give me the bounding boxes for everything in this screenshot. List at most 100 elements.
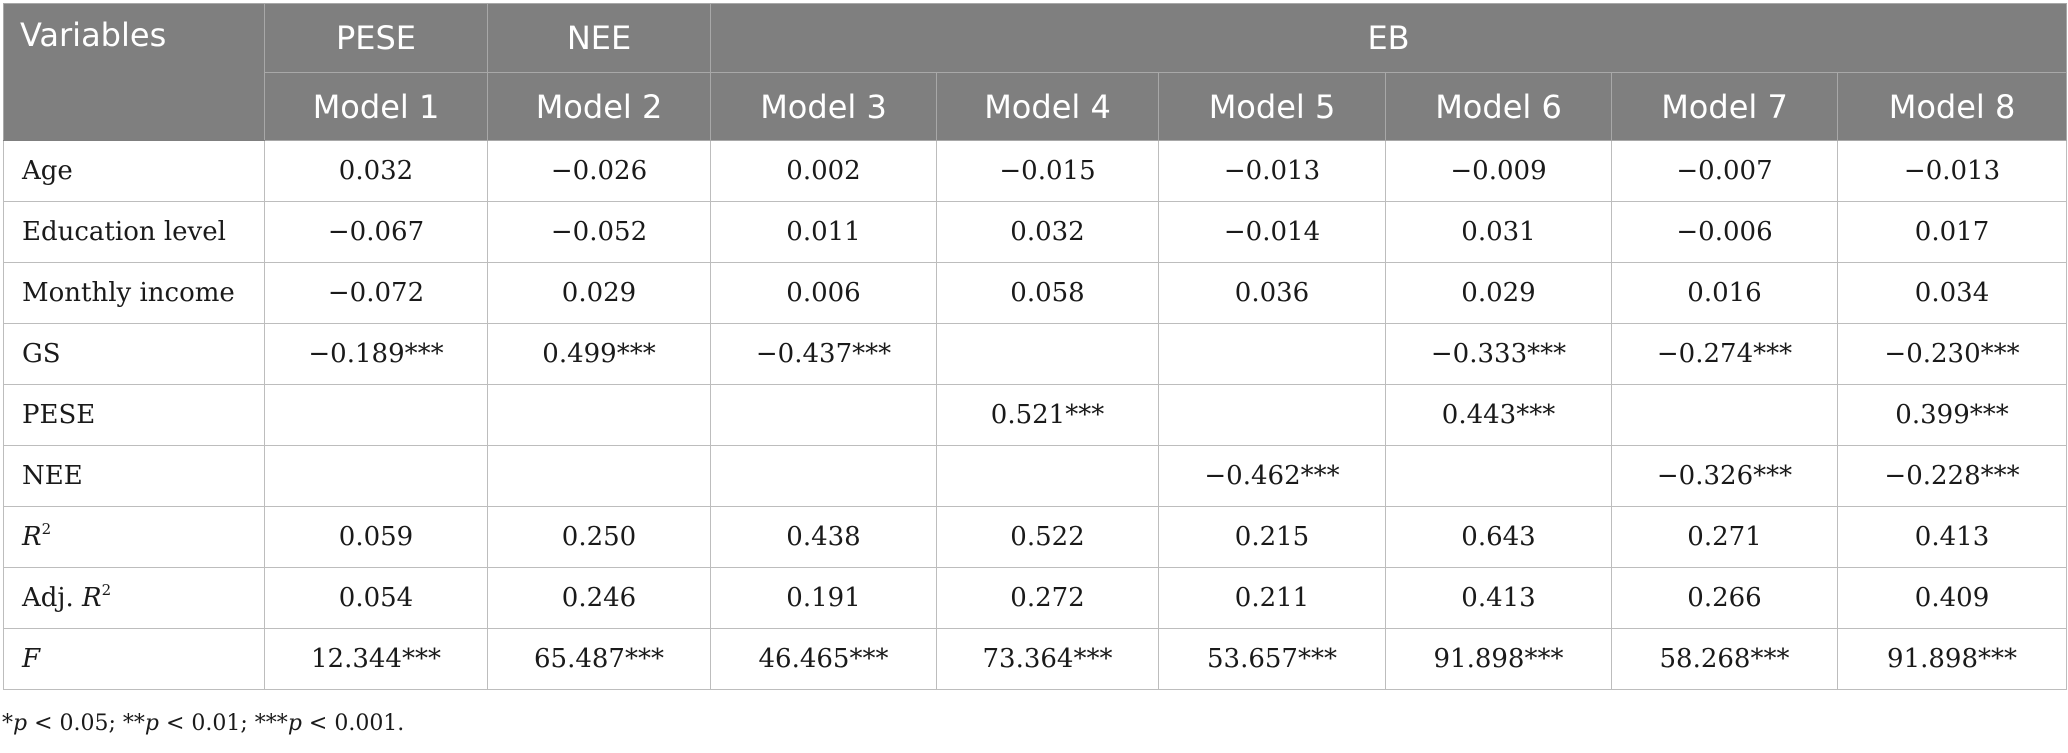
table-cell: 58.268*** [1611,628,1838,690]
table-cell: 46.465*** [710,628,937,690]
table-cell: 91.898*** [1836,628,2068,690]
table-cell [1611,384,1838,446]
table-cell [710,384,937,446]
table-cell: 0.191 [710,567,937,629]
table-cell: 0.443*** [1385,384,1612,446]
header-row-models: Model 1 Model 2 Model 3 Model 4 Model 5 … [4,72,2068,141]
table-cell [710,445,937,507]
table-cell: 0.016 [1611,262,1838,324]
table-cell: 73.364*** [936,628,1159,690]
footnote-p: p [13,711,28,736]
regression-table-container: Variables PESE NEE EB Model 1 Model 2 Mo… [3,3,2068,690]
table-cell: −0.013 [1836,140,2068,202]
table-cell [487,384,711,446]
group-header-pese: PESE [264,3,488,73]
table-cell: 0.002 [710,140,937,202]
table-row: Monthly income −0.072 0.029 0.006 0.058 … [3,262,2068,324]
table-cell: 0.522 [936,506,1159,568]
model-header: Model 7 [1611,72,1838,141]
table-cell: −0.274*** [1611,323,1838,385]
model-header: Model 1 [264,72,488,141]
table-row: GS −0.189*** 0.499*** −0.437*** −0.333**… [3,323,2068,385]
table-cell [936,445,1159,507]
r-symbol: R [22,522,42,552]
table-cell: 0.017 [1836,201,2068,263]
row-label: Monthly income [3,262,265,324]
table-cell [264,445,488,507]
r-superscript: 2 [41,520,52,538]
table-cell [264,384,488,446]
table-cell: −0.026 [487,140,711,202]
row-label: GS [3,323,265,385]
table-cell: 0.246 [487,567,711,629]
table-cell: −0.009 [1385,140,1612,202]
table-row: NEE −0.462*** −0.326*** −0.228*** [3,445,2068,507]
table-cell [1385,445,1612,507]
row-label: Education level [3,201,265,263]
table-cell: 0.031 [1385,201,1612,263]
table-cell: −0.437*** [710,323,937,385]
table-cell: −0.189*** [264,323,488,385]
table-cell: 0.211 [1158,567,1386,629]
table-cell: 0.409 [1836,567,2068,629]
table-cell [1158,323,1386,385]
table-cell: 0.006 [710,262,937,324]
table-cell [936,323,1159,385]
table-cell: −0.230*** [1836,323,2068,385]
table-row: Education level −0.067 −0.052 0.011 0.03… [3,201,2068,263]
table-cell: 0.399*** [1836,384,2068,446]
footnote-p: p [144,711,159,736]
row-label: PESE [3,384,265,446]
table-cell: −0.333*** [1385,323,1612,385]
table-footnote: *p < 0.05; **p < 0.01; ***p < 0.001. [2,711,404,736]
table-cell: 12.344*** [264,628,488,690]
table-cell: 0.521*** [936,384,1159,446]
table-cell: 0.054 [264,567,488,629]
table-cell: 0.036 [1158,262,1386,324]
table-cell: 65.487*** [487,628,711,690]
table-cell: −0.007 [1611,140,1838,202]
table-cell: −0.228*** [1836,445,2068,507]
group-header-eb: EB [709,3,2068,73]
table-cell: 0.011 [710,201,937,263]
table-cell: 0.413 [1836,506,2068,568]
table-cell: −0.014 [1158,201,1386,263]
model-header: Model 6 [1385,72,1612,141]
row-label: R2 [3,506,265,568]
row-label: F [3,628,265,690]
model-header: Model 5 [1158,72,1386,141]
table-cell: 0.499*** [487,323,711,385]
table-row: F 12.344*** 65.487*** 46.465*** 73.364**… [3,628,2068,690]
table-cell: −0.006 [1611,201,1838,263]
table-cell: −0.013 [1158,140,1386,202]
table-cell: 0.250 [487,506,711,568]
table-cell: 0.215 [1158,506,1386,568]
table-row: R2 0.059 0.250 0.438 0.522 0.215 0.643 0… [3,506,2068,568]
table-cell: 0.032 [936,201,1159,263]
row-label: Age [3,140,265,202]
table-cell: 0.058 [936,262,1159,324]
table-cell: 0.266 [1611,567,1838,629]
regression-table: Variables PESE NEE EB Model 1 Model 2 Mo… [3,3,2068,690]
table-cell: 0.272 [936,567,1159,629]
table-cell: 91.898*** [1385,628,1612,690]
r-symbol: R [82,583,102,613]
footnote-part: < 0.001. [301,711,405,736]
table-cell: 0.029 [487,262,711,324]
model-header: Model 3 [710,72,937,141]
adj-prefix: Adj. [22,583,83,613]
table-cell: 0.029 [1385,262,1612,324]
row-label: Adj. R2 [3,567,265,629]
table-cell: 0.271 [1611,506,1838,568]
table-cell: 0.059 [264,506,488,568]
model-header: Model 4 [936,72,1159,141]
table-cell [487,445,711,507]
table-cell: 53.657*** [1158,628,1386,690]
group-header-nee: NEE [487,3,711,73]
table-row: Adj. R2 0.054 0.246 0.191 0.272 0.211 0.… [3,567,2068,629]
footnote-part: < 0.05; ** [27,711,145,736]
table-cell [1158,384,1386,446]
header-row-groups: Variables PESE NEE EB [3,3,2068,141]
table-cell: −0.052 [487,201,711,263]
table-row: Age 0.032 −0.026 0.002 −0.015 −0.013 −0.… [3,140,2068,202]
